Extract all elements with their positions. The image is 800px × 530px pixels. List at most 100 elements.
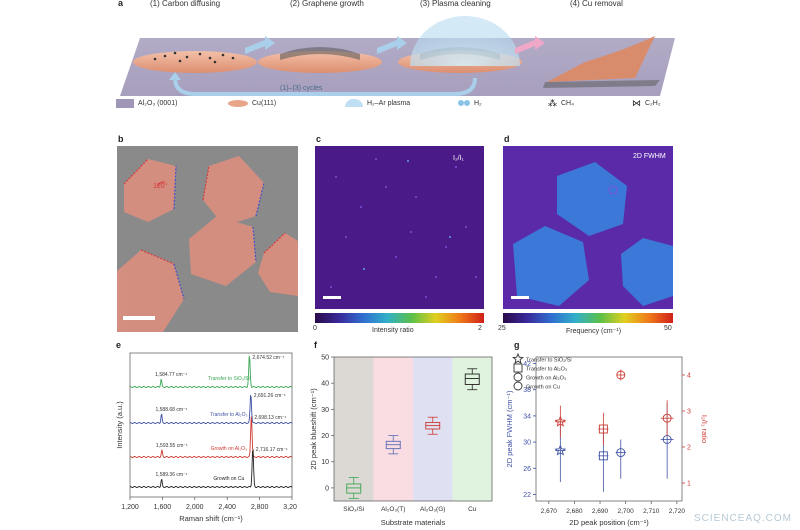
g-ratio-point <box>616 370 626 380</box>
legend-plasma: H₂–Ar plasma <box>345 96 410 110</box>
g-fwhm-point <box>616 448 626 458</box>
plasma-dome <box>410 16 520 66</box>
g-ytick-label: 38 <box>523 387 531 394</box>
step-1-label: (1) Carbon diffusing <box>150 0 221 8</box>
g-xtick-label: 2,680 <box>566 508 583 515</box>
graphene-on-sapphire <box>543 80 660 88</box>
ch4-icon: ⁂ <box>548 97 557 108</box>
f-box <box>346 483 362 494</box>
f-xlabel: Substrate materials <box>381 518 446 527</box>
c2h2-icon: ⋈ <box>632 97 641 108</box>
g-legend-marker <box>513 363 523 373</box>
legend-h2-label: H₂ <box>474 99 482 107</box>
e-xtick-label: 3,200 <box>283 504 297 511</box>
g-xtick-label: 2,690 <box>592 508 609 515</box>
f-ytick-label: 20 <box>321 433 329 440</box>
panel-label-e: e <box>116 340 122 350</box>
g-ytick-label: 34 <box>523 413 531 420</box>
plasma-swatch <box>345 99 363 107</box>
e-xtick-label: 1,200 <box>121 504 139 511</box>
e-spectrum-line <box>129 395 293 424</box>
legend-ch4: ⁂ CH₄ <box>548 96 574 110</box>
f-category-label: SiO₂/Si <box>343 506 364 513</box>
panel-f-chart: 0 10 20 30 40 50 SiO₂/Si Al₂O₃(T) Al₂O₃(G) Cu Subs… <box>309 355 493 527</box>
g-legend-label: Growth on Al₂O₃ <box>526 376 566 382</box>
g-ytick-label: 22 <box>523 492 531 499</box>
red-edge-lines <box>123 158 286 265</box>
g-ytick-right-label: 3 <box>687 409 691 416</box>
panel-g-chart: 2,670 2,680 2,690 2,700 2,710 2,7202226303438… <box>505 352 709 527</box>
panel-label-a: a <box>118 0 124 8</box>
colorbar-d-min: 25 <box>498 325 506 332</box>
e-spectrum-line <box>129 416 293 458</box>
e-spectrum-line <box>129 355 293 389</box>
angle-label: 120° <box>153 182 168 190</box>
e-spectrum-line <box>129 448 293 488</box>
sapphire-swatch <box>116 98 134 108</box>
panel-b-micrograph: 120° <box>117 146 298 332</box>
colorbar-d-max: 50 <box>664 325 672 332</box>
colorbar-c-label: Intensity ratio <box>372 327 414 334</box>
carbon-atoms <box>153 51 235 64</box>
g-xtick-label: 2,700 <box>618 508 635 515</box>
f-ytick-label: 50 <box>321 355 329 362</box>
e-series-label: Transfer to Al₂O₃ <box>210 412 247 418</box>
e-series-label: Transfer to SiO₂/Si <box>208 376 250 382</box>
step-2-label: (2) Graphene growth <box>290 0 364 8</box>
fwhm-domain-3 <box>621 238 673 306</box>
domain-1 <box>124 159 176 222</box>
f-plot-frame <box>333 356 493 502</box>
map-c-background <box>315 146 484 309</box>
e-plot-frame <box>129 352 293 498</box>
process-schematic <box>120 16 675 96</box>
legend-sapphire: Al₂O₃ (0001) <box>116 96 177 110</box>
legend-plasma-label: H₂–Ar plasma <box>367 99 411 107</box>
g-xtick-label: 2,670 <box>541 508 558 515</box>
watermark: SCIENCEAQ.COM <box>693 513 792 524</box>
arrow-1 <box>245 36 275 54</box>
e-2d-peak-label: 2,716.17 cm⁻¹ <box>256 447 288 453</box>
f-category-band <box>334 357 374 501</box>
g-ytick-right-label: 2 <box>687 445 691 452</box>
e-series-label: Growth on Cu <box>213 476 244 482</box>
angle-arc <box>156 181 166 187</box>
graphene-domains <box>117 156 298 332</box>
domain-2 <box>203 156 264 226</box>
g-xtick-label: 2,710 <box>643 508 660 515</box>
e-2d-peak-label: 2,691.26 cm⁻¹ <box>254 393 286 399</box>
legend-sapphire-label: Al₂O₃ (0001) <box>138 99 178 107</box>
step-3-label: (3) Plasma cleaning <box>420 0 491 8</box>
panel-label-f: f <box>314 340 317 350</box>
g-legend-label: Transfer to SiO₂/Si <box>526 358 572 364</box>
panel-label-b: b <box>118 134 124 144</box>
g-plot-frame <box>535 356 683 502</box>
f-category-band <box>452 357 492 501</box>
arrow-3 <box>515 36 545 54</box>
g-legend-label: Growth on Cu <box>526 385 560 391</box>
f-ylabel: 2D peak blueshift (cm⁻¹) <box>309 388 318 470</box>
colorbar-c-max: 2 <box>478 325 482 332</box>
domain-5 <box>117 250 184 332</box>
g-fwhm-point <box>598 451 608 461</box>
panel-label-c: c <box>316 134 322 144</box>
fwhm-domain-1 <box>557 162 627 236</box>
e-g-peak-label: 1,584.77 cm⁻¹ <box>155 372 187 378</box>
g-legend-label: Transfer to Al₂O₃ <box>526 367 567 373</box>
blue-edge-lines <box>173 165 265 300</box>
g-ratio-point <box>598 424 608 434</box>
legend-c2h2: ⋈ C₂H₂ <box>632 96 661 110</box>
e-xtick-label: 2,400 <box>218 504 236 511</box>
map-d-overlay-label: 2D FWHM <box>633 153 666 160</box>
colorbar-d-label: Frequency (cm⁻¹) <box>566 328 622 335</box>
f-category-label: Al₂O₃(G) <box>420 506 445 513</box>
f-ytick-label: 0 <box>325 485 329 492</box>
map-c-speckle <box>330 158 477 298</box>
h2-swatch-a <box>458 100 464 106</box>
f-ytick-label: 40 <box>321 381 329 388</box>
g-legend-marker <box>513 381 523 391</box>
g-legend-marker <box>513 372 523 382</box>
panel-label-d: d <box>504 134 510 144</box>
domain-3 <box>189 216 256 286</box>
e-ylabel: Intensity (a.u.) <box>115 401 124 449</box>
cu-swatch <box>228 99 248 107</box>
